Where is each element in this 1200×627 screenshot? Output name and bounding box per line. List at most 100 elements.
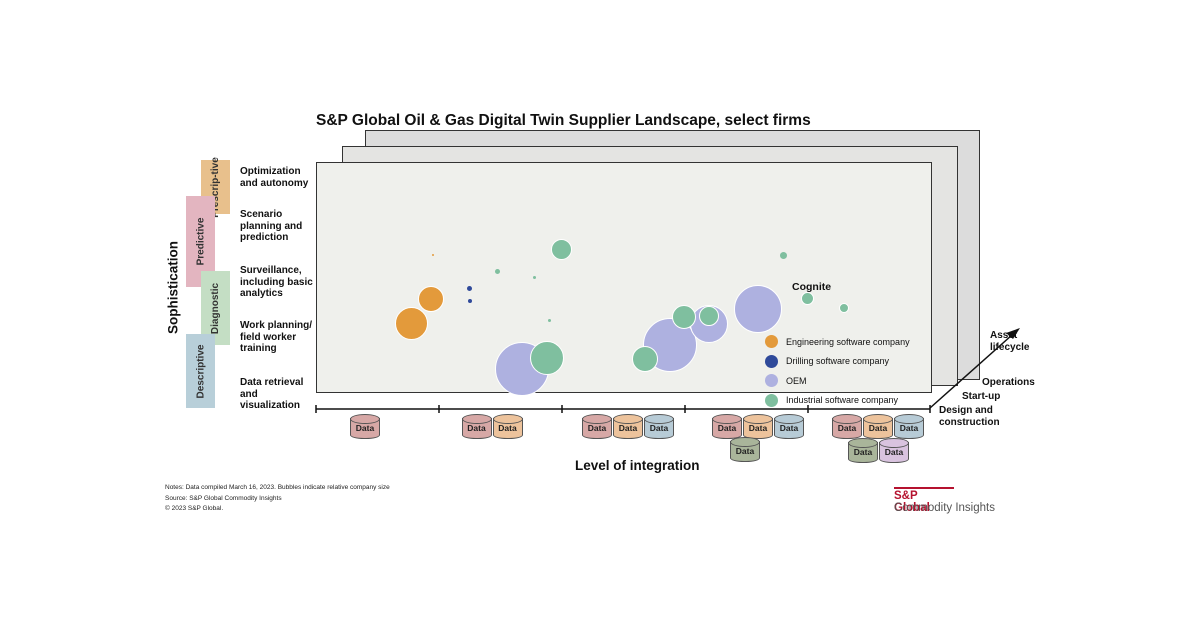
data-cylinder: Data: [350, 414, 380, 442]
cylinder-label: Data: [717, 423, 737, 433]
tag-descriptive: Descriptive: [186, 334, 215, 408]
legend-swatch-oem: [765, 374, 778, 388]
cylinder-label: Data: [899, 423, 919, 433]
legend-label-industrial: Industrial software company: [786, 395, 899, 406]
cylinder-label: Data: [587, 423, 607, 433]
cylinder-label: Data: [868, 423, 888, 433]
logo-sp-global: S&P Global: [894, 487, 954, 514]
level-surveillance: Surveillance, including basic analytics: [240, 265, 313, 299]
bubble-industrial-software-company-5: [632, 345, 659, 372]
cylinder-label: Data: [735, 446, 755, 456]
chart-title: S&P Global Oil & Gas Digital Twin Suppli…: [316, 112, 811, 129]
cylinder-label: Data: [498, 423, 517, 433]
source-line: Source: S&P Global Commodity Insights: [165, 494, 282, 502]
cylinder-top: [848, 438, 878, 448]
level-scenario: Scenario planning and prediction: [240, 209, 303, 243]
bubble-industrial-software-company-1: [547, 319, 551, 323]
bubble-oem-3: [734, 285, 783, 334]
data-cylinder: Data: [492, 414, 523, 442]
bubble-drilling-software-company-1: [467, 299, 472, 304]
bubble-engineering-software-company-0: [431, 253, 434, 256]
legend-label-engineering: Engineering software company: [786, 336, 910, 347]
copyright-line: © 2023 S&P Global.: [165, 505, 224, 512]
legend-label-oem: OEM: [786, 375, 807, 386]
legend-item-drilling: Drilling software company: [765, 352, 910, 372]
lifecycle-arrowhead: [1006, 328, 1020, 339]
cylinder-label: Data: [355, 423, 375, 433]
bubble-industrial-software-company-3: [495, 269, 501, 275]
data-cylinder: Data: [832, 414, 862, 442]
cylinder-label: Data: [467, 423, 486, 433]
cylinder-top: [879, 438, 909, 448]
x-axis-ticks: [315, 405, 931, 413]
legend: Engineering software company Drilling so…: [765, 332, 910, 410]
cylinder-top: [774, 414, 804, 424]
bubble-industrial-software-company-2: [551, 239, 573, 261]
data-cylinder: Data: [743, 414, 773, 442]
cylinder-label: Data: [853, 447, 873, 457]
cylinder-top: [730, 437, 760, 447]
data-cylinder: Data: [644, 414, 674, 442]
data-cylinder: Data: [848, 438, 878, 466]
lifecycle-axis-line: [929, 334, 1013, 409]
legend-item-oem: OEM: [765, 371, 910, 391]
cylinder-label: Data: [779, 423, 799, 433]
bubble-industrial-software-company-9: [800, 292, 814, 306]
cylinder-top: [863, 414, 893, 424]
data-cylinder: Data: [730, 437, 760, 465]
lifecycle-stage-startup: Start-up: [962, 391, 1001, 402]
cylinder-top: [613, 414, 643, 424]
cylinder-top: [894, 414, 924, 424]
cylinder-label: Data: [884, 447, 904, 457]
bubble-industrial-software-company-6: [672, 304, 697, 329]
bubble-industrial-software-company-10: [839, 303, 850, 314]
data-cylinder: Data: [582, 414, 612, 442]
cylinder-top: [461, 414, 492, 424]
cylinder-top: [832, 414, 862, 424]
bubble-drilling-software-company-0: [467, 286, 472, 292]
level-work-planning: Work planning/ field worker training: [240, 320, 313, 354]
level-data-retrieval: Data retrieval and visualization: [240, 377, 304, 411]
legend-swatch-industrial: [765, 393, 778, 407]
bubble-industrial-software-company-4: [533, 276, 537, 280]
data-cylinder: Data: [894, 414, 924, 442]
data-cylinder: Data: [879, 438, 909, 466]
notes: Notes: Data compiled March 16, 2023. Bub…: [165, 483, 390, 515]
annotation-cognite: Cognite: [792, 281, 832, 293]
bubble-engineering-software-company-2: [395, 306, 429, 340]
bubble-industrial-software-company-0: [529, 341, 564, 376]
legend-swatch-engineering: [765, 335, 778, 349]
bubble-industrial-software-company-7: [698, 305, 719, 326]
cylinder-label: Data: [748, 423, 768, 433]
cylinder-top: [712, 414, 742, 424]
cylinder-label: Data: [618, 423, 638, 433]
logo-commodity-insights: Commodity Insights: [894, 502, 995, 514]
data-cylinder: Data: [863, 414, 893, 442]
data-cylinder: Data: [461, 414, 492, 442]
legend-item-industrial: Industrial software company: [765, 391, 910, 411]
lifecycle-stage-design: Design and construction: [939, 405, 1000, 428]
data-cylinder: Data: [712, 414, 742, 442]
cylinder-label: Data: [649, 423, 669, 433]
tag-diagnostic: Diagnostic: [201, 271, 230, 345]
cylinder-top: [644, 414, 674, 424]
level-optimization: Optimization and autonomy: [240, 166, 309, 189]
lifecycle-axis-text: Asset lifecycle: [990, 330, 1030, 353]
note-line: Notes: Data compiled March 16, 2023. Bub…: [165, 484, 390, 491]
data-cylinder: Data: [774, 414, 804, 442]
lifecycle-panel-design: [316, 162, 932, 393]
cylinder-top: [743, 414, 773, 424]
cylinder-label: Data: [837, 423, 857, 433]
legend-item-engineering: Engineering software company: [765, 332, 910, 352]
legend-label-drilling: Drilling software company: [786, 356, 890, 367]
cylinder-top: [492, 414, 523, 424]
lifecycle-axis-label: Asset lifecycle: [990, 330, 1040, 353]
lifecycle-stage-operations: Operations: [982, 377, 1035, 388]
bubble-industrial-software-company-8: [780, 252, 788, 260]
data-cylinder: Data: [613, 414, 643, 442]
legend-swatch-drilling: [765, 354, 778, 368]
bubble-engineering-software-company-1: [418, 285, 445, 312]
x-axis-label: Level of integration: [575, 458, 700, 473]
cylinder-top: [350, 414, 380, 424]
